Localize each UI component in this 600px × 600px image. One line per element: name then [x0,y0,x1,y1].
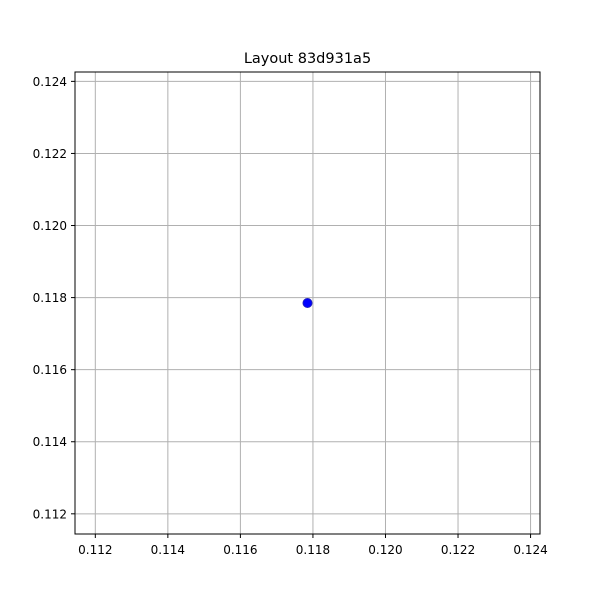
x-tick-label: 0.124 [513,543,547,557]
x-tick-label: 0.112 [78,543,112,557]
y-tick-label: 0.118 [33,291,67,305]
x-tick-label: 0.120 [368,543,402,557]
plot-frame [74,71,541,535]
x-tick-label: 0.118 [296,543,330,557]
y-tick-label: 0.120 [33,219,67,233]
data-point [302,298,313,308]
chart-title: Layout 83d931a5 [244,51,371,67]
data-points [302,298,313,308]
x-tick-label: 0.122 [441,543,475,557]
y-tick-label: 0.116 [33,363,67,377]
y-axis: 0.112 0.114 0.116 0.118 0.120 0.122 0.124 [33,75,75,521]
y-tick-label: 0.124 [33,75,67,89]
x-axis: 0.112 0.114 0.116 0.118 0.120 0.122 0.124 [78,534,548,557]
y-tick-label: 0.114 [33,435,67,449]
y-tick-label: 0.112 [33,507,67,521]
y-tick-label: 0.122 [33,147,67,161]
x-tick-label: 0.116 [223,543,257,557]
grid [75,72,540,534]
x-tick-label: 0.114 [151,543,185,557]
